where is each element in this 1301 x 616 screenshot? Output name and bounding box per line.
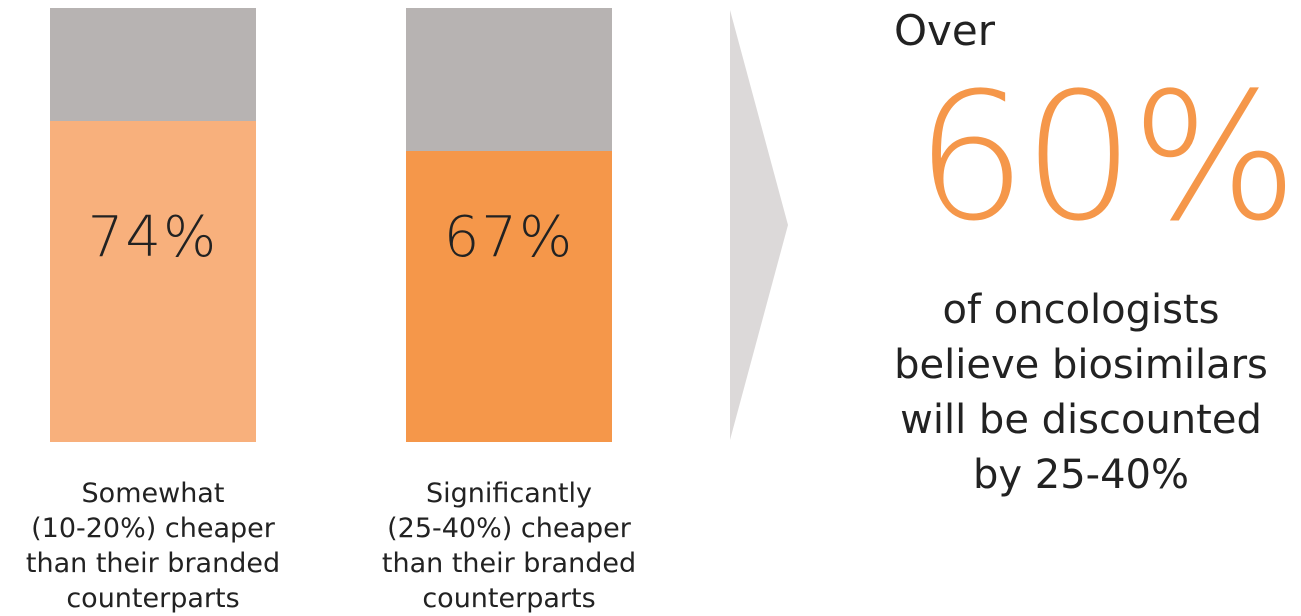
callout-big-percentage: 60%	[915, 55, 1298, 260]
bar-value-label-somewhat: 74%	[87, 205, 219, 270]
bar-value-label-significantly: 67%	[443, 205, 575, 270]
callout-prefix: Over	[894, 6, 996, 55]
category-label-significantly: Significantly (25-40%) cheaper than thei…	[381, 478, 637, 614]
callout-caption: of oncologists believe biosimilars will …	[894, 287, 1268, 498]
chevron-arrow-shape	[730, 10, 788, 440]
chevron-arrow-fill	[730, 10, 788, 440]
bar-somewhat	[50, 120, 256, 442]
bar-track-significantly: 67%	[406, 8, 612, 442]
bar-track-somewhat: 74%	[50, 8, 256, 442]
category-label-somewhat: Somewhat (10-20%) cheaper than their bra…	[25, 478, 281, 614]
bar-significantly	[406, 151, 612, 442]
